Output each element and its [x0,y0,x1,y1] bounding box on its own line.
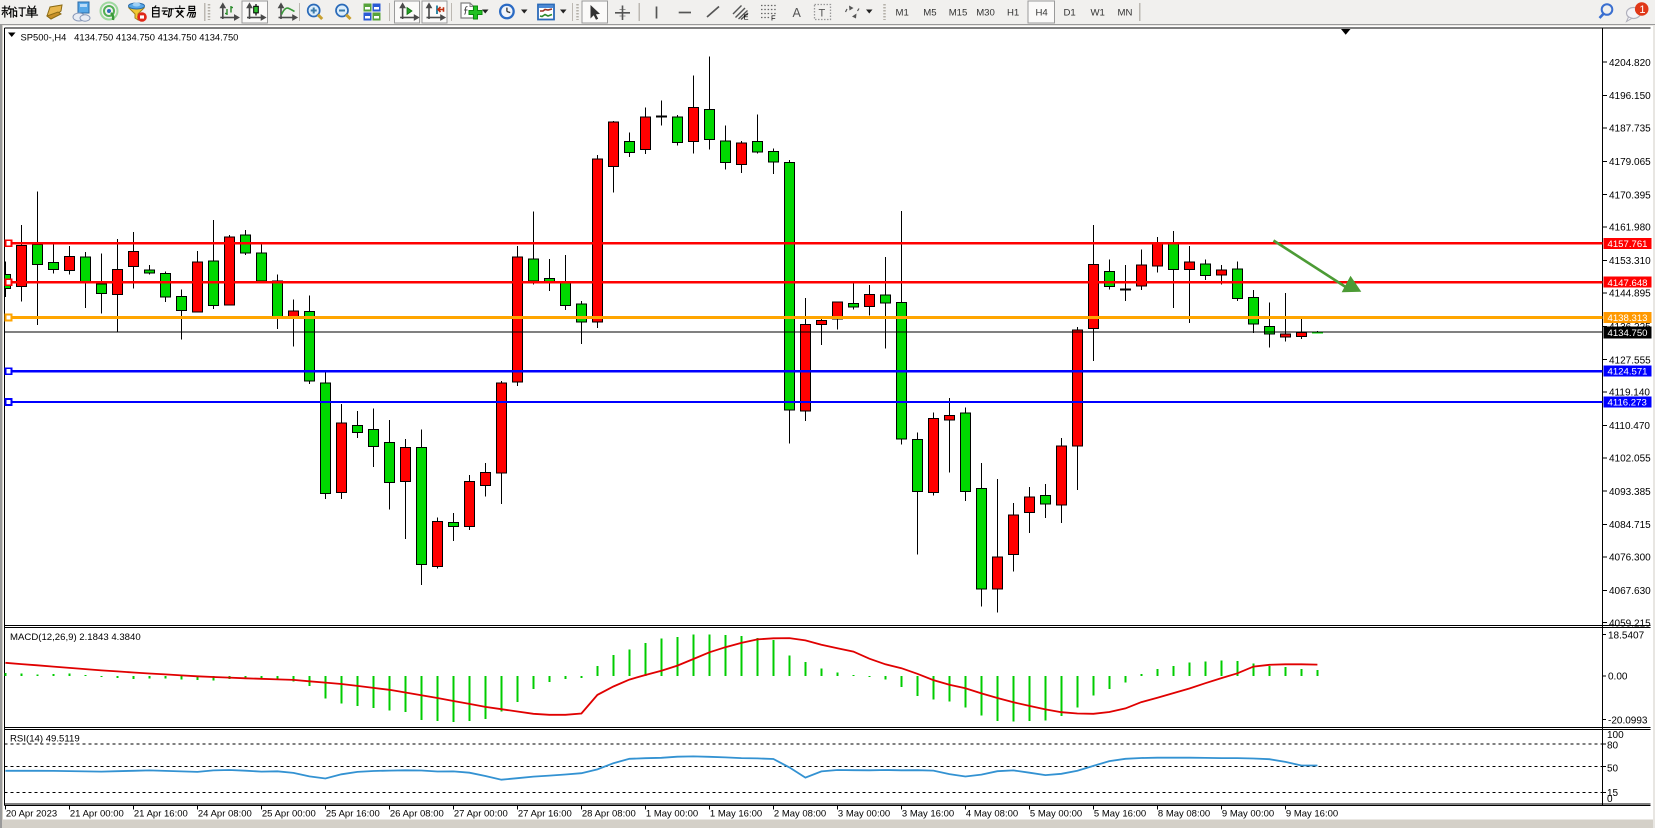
svg-text:27 Apr 16:00: 27 Apr 16:00 [518,809,572,820]
svg-text:4116.273: 4116.273 [1608,398,1647,409]
svg-text:4059.215: 4059.215 [1609,618,1651,629]
svg-text:80: 80 [1607,741,1619,752]
svg-text:F: F [771,14,776,23]
svg-text:4076.300: 4076.300 [1609,553,1651,564]
svg-text:4138.313: 4138.313 [1608,313,1648,324]
svg-text:4084.715: 4084.715 [1609,520,1651,531]
svg-text:4147.648: 4147.648 [1608,278,1648,289]
svg-text:0: 0 [1607,794,1613,805]
svg-text:18.5407: 18.5407 [1608,630,1645,641]
svg-text:5 May 00:00: 5 May 00:00 [1030,809,1082,820]
svg-text:4157.761: 4157.761 [1608,239,1648,250]
svg-text:T: T [819,8,826,20]
svg-text:25 Apr 16:00: 25 Apr 16:00 [326,809,380,820]
svg-text:4170.395: 4170.395 [1609,190,1651,201]
svg-text:27 Apr 00:00: 27 Apr 00:00 [454,809,508,820]
svg-text:E: E [744,13,749,22]
svg-text:25 Apr 00:00: 25 Apr 00:00 [262,809,316,820]
svg-text:-20.0993: -20.0993 [1608,715,1648,726]
svg-text:100: 100 [1607,730,1624,741]
svg-text:4124.571: 4124.571 [1608,367,1648,378]
svg-text:MACD(12,26,9) 2.1843 4.3840: MACD(12,26,9) 2.1843 4.3840 [10,632,141,643]
svg-text:26 Apr 08:00: 26 Apr 08:00 [390,809,444,820]
svg-text:1 May 16:00: 1 May 16:00 [710,809,762,820]
svg-text:24 Apr 08:00: 24 Apr 08:00 [198,809,252,820]
svg-text:4 May 08:00: 4 May 08:00 [966,809,1018,820]
svg-text:1: 1 [1639,4,1645,16]
svg-text:4187.735: 4187.735 [1609,124,1651,135]
svg-text:4110.470: 4110.470 [1609,421,1650,432]
svg-text:2 May 08:00: 2 May 08:00 [774,809,826,820]
svg-text:4127.555: 4127.555 [1609,355,1651,366]
svg-text:W1: W1 [1091,8,1105,19]
svg-text:4067.630: 4067.630 [1609,586,1651,597]
svg-text:4134.750: 4134.750 [1608,328,1648,339]
svg-text:3 May 00:00: 3 May 00:00 [838,809,890,820]
svg-text:MN: MN [1118,8,1133,19]
svg-text:3 May 16:00: 3 May 16:00 [902,809,954,820]
svg-text:21 Apr 16:00: 21 Apr 16:00 [134,809,188,820]
svg-text:H4: H4 [1036,8,1049,19]
svg-text:4119.140: 4119.140 [1609,388,1650,399]
svg-text:4204.820: 4204.820 [1609,58,1651,69]
svg-text:21 Apr 00:00: 21 Apr 00:00 [70,809,124,820]
svg-text:4102.055: 4102.055 [1609,453,1651,464]
svg-text:4179.065: 4179.065 [1609,157,1651,168]
svg-text:RSI(14) 49.5119: RSI(14) 49.5119 [10,734,80,745]
svg-text:D1: D1 [1064,8,1076,19]
svg-text:8 May 08:00: 8 May 08:00 [1158,809,1210,820]
svg-text:M5: M5 [923,8,936,19]
svg-text:H1: H1 [1007,8,1019,19]
svg-text:M15: M15 [949,8,968,19]
svg-text:0.00: 0.00 [1608,672,1628,683]
svg-text:28 Apr 08:00: 28 Apr 08:00 [582,809,636,820]
svg-text:20 Apr 2023: 20 Apr 2023 [6,809,57,820]
svg-text:4196.150: 4196.150 [1609,91,1651,102]
svg-text:M30: M30 [976,8,995,19]
svg-text:15: 15 [1607,788,1619,799]
svg-text:9 May 16:00: 9 May 16:00 [1286,809,1338,820]
svg-text:M1: M1 [896,8,909,19]
svg-text:SP500-,H4 4134.750 4134.750: SP500-,H4 4134.750 4134.750 4134.750 413… [21,31,239,42]
svg-text:4093.385: 4093.385 [1609,487,1651,498]
svg-text:5 May 16:00: 5 May 16:00 [1094,809,1146,820]
svg-text:4153.310: 4153.310 [1609,256,1651,267]
svg-text:4144.895: 4144.895 [1609,289,1651,300]
svg-text:4161.980: 4161.980 [1609,223,1651,234]
svg-text:1 May 00:00: 1 May 00:00 [646,809,698,820]
svg-text:50: 50 [1607,763,1619,774]
svg-text:9 May 00:00: 9 May 00:00 [1222,809,1274,820]
svg-text:A: A [793,6,802,20]
